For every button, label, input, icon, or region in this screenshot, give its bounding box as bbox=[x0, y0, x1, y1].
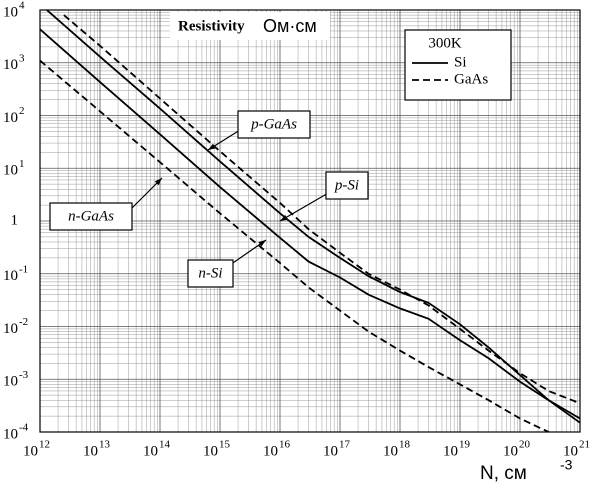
x-tick-label: 10 bbox=[563, 443, 578, 459]
x-tick-label: 10 bbox=[83, 443, 98, 459]
series-label: p-GaAs bbox=[250, 116, 297, 132]
x-tick-power: 12 bbox=[39, 439, 50, 451]
x-tick-label: 10 bbox=[323, 443, 338, 459]
y-tick-label: 10 bbox=[3, 4, 18, 20]
y-tick-label: 10 bbox=[3, 374, 18, 390]
x-tick-power: 19 bbox=[459, 439, 471, 451]
y-tick-label: 10 bbox=[3, 426, 18, 442]
callout-box bbox=[49, 202, 133, 231]
x-tick-label: 10 bbox=[143, 443, 158, 459]
x-tick-power: 15 bbox=[219, 439, 231, 451]
callout-box bbox=[237, 110, 311, 139]
x-tick-power: 20 bbox=[519, 439, 531, 451]
legend-label: GaAs bbox=[454, 71, 488, 87]
y-tick-power: -2 bbox=[19, 316, 28, 328]
y-tick-power: 3 bbox=[19, 52, 25, 64]
x-tick-label: 10 bbox=[383, 443, 398, 459]
x-tick-label: 10 bbox=[263, 443, 278, 459]
callout-arrowhead bbox=[208, 143, 216, 150]
x-tick-label: 10 bbox=[23, 443, 38, 459]
x-tick-label: 10 bbox=[443, 443, 458, 459]
y-tick-label: 10 bbox=[3, 268, 18, 284]
x-tick-power: 13 bbox=[99, 439, 111, 451]
y-tick-power: 4 bbox=[19, 0, 25, 12]
x-tick-power: 18 bbox=[399, 439, 411, 451]
series-group bbox=[40, 10, 580, 432]
series-line bbox=[40, 28, 580, 420]
y-tick-label: 10 bbox=[3, 163, 18, 179]
x-tick-label: 10 bbox=[503, 443, 518, 459]
plot-frame bbox=[39, 9, 581, 433]
series-line bbox=[40, 59, 549, 432]
x-axis-label-power: -3 bbox=[560, 457, 573, 473]
x-axis-label: N, см bbox=[480, 463, 527, 484]
legend-title: 300K bbox=[428, 35, 462, 51]
series-label: p-Si bbox=[334, 177, 359, 193]
chart-title: Resistivity bbox=[178, 18, 245, 34]
y-tick-label: 1 bbox=[11, 212, 19, 228]
y-tick-power: -1 bbox=[19, 263, 28, 275]
callout-arrowhead bbox=[258, 240, 266, 247]
series-line bbox=[45, 10, 580, 424]
series-line bbox=[63, 14, 580, 405]
x-tick-power: 14 bbox=[159, 439, 171, 451]
x-tick-power: 16 bbox=[279, 439, 291, 451]
x-tick-label: 10 bbox=[203, 443, 218, 459]
callout-arrowhead bbox=[280, 214, 288, 221]
legend-box bbox=[404, 29, 512, 101]
y-tick-label: 10 bbox=[3, 57, 18, 73]
y-tick-power: -4 bbox=[19, 422, 29, 434]
y-tick-power: 2 bbox=[19, 105, 25, 117]
callout-arrow bbox=[279, 191, 331, 222]
y-tick-power: -3 bbox=[19, 369, 29, 381]
callout-arrowhead bbox=[154, 178, 162, 186]
series-label: n-GaAs bbox=[68, 208, 114, 224]
y-tick-label: 10 bbox=[3, 321, 18, 337]
callout-box bbox=[187, 259, 234, 288]
y-tick-power: 1 bbox=[19, 158, 25, 170]
callout-box bbox=[325, 171, 369, 200]
x-tick-power: 17 bbox=[339, 439, 351, 451]
legend-label: Si bbox=[454, 54, 467, 70]
y-tick-label: 10 bbox=[3, 110, 18, 126]
series-label: n-Si bbox=[198, 265, 222, 281]
title-box bbox=[170, 12, 330, 40]
x-tick-power: 21 bbox=[579, 439, 590, 451]
y-axis-units: Ом·см bbox=[263, 16, 317, 36]
